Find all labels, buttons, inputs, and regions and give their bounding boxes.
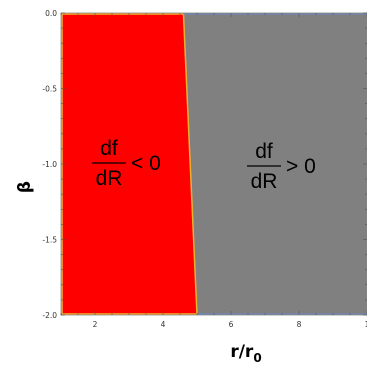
region-labels: df dR < 0 df dR > 0 bbox=[92, 137, 316, 193]
label-numerator: df bbox=[100, 137, 118, 160]
x-axis-title-main: r/r bbox=[230, 342, 254, 362]
y-tick-label: -1.5 bbox=[42, 236, 57, 245]
region-label-negative: df dR < 0 bbox=[92, 137, 161, 190]
label-denominator: dR bbox=[251, 170, 278, 193]
boundary-line bbox=[182, 12, 198, 316]
y-tick-label: -2.0 bbox=[42, 311, 57, 320]
y-tick-label: -1.0 bbox=[42, 160, 57, 169]
region-negative-outline bbox=[61, 13, 184, 314]
y-tick-label: -0.5 bbox=[42, 85, 57, 94]
x-axis-title: r/r0 bbox=[230, 342, 261, 365]
x-tick-label: 2 bbox=[93, 320, 98, 329]
label-relation: > 0 bbox=[286, 155, 316, 178]
y-tick-label: 0.0 bbox=[45, 9, 57, 18]
region-positive bbox=[183, 13, 367, 315]
x-tick-label: 4 bbox=[161, 320, 166, 329]
region-negative bbox=[61, 13, 197, 315]
x-tick-label: 1 bbox=[365, 320, 367, 329]
y-axis-title: β bbox=[15, 181, 35, 193]
region-label-positive: df dR > 0 bbox=[247, 140, 316, 193]
label-relation: < 0 bbox=[131, 152, 161, 175]
label-denominator: dR bbox=[96, 167, 123, 190]
label-numerator: df bbox=[255, 140, 273, 163]
plot-regions bbox=[61, 12, 367, 316]
axis-ticks: 2 4 6 8 1 0.0 -0.5 -1.0 -1.5 -2.0 bbox=[42, 9, 367, 329]
x-tick-label: 6 bbox=[229, 320, 234, 329]
x-axis-title-subscript: 0 bbox=[253, 351, 261, 365]
x-tick-label: 8 bbox=[297, 320, 302, 329]
